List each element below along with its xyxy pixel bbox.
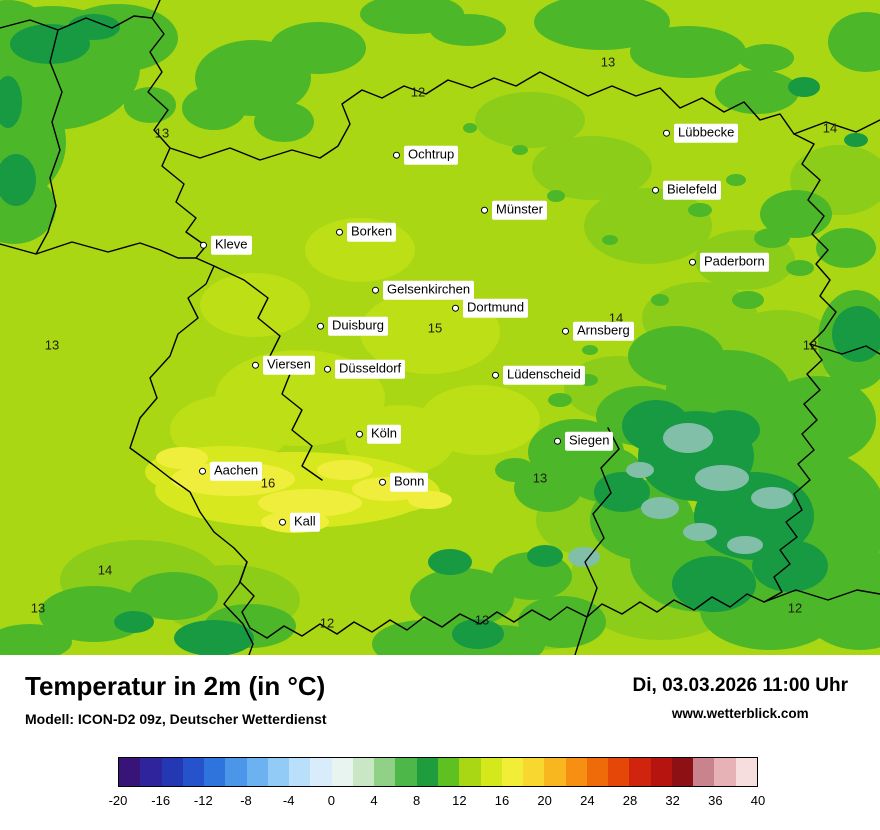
temperature-legend: -20 -16 -12 -8 -4 0 4 8 12 16 20 24 28 32 36 40	[109, 757, 766, 809]
legend-color-segment	[459, 758, 481, 786]
legend-color-segment	[416, 758, 438, 786]
legend-tick-label: 24	[580, 793, 595, 808]
map-footer: Temperatur in 2m (in °C) Modell: ICON-D2…	[0, 655, 880, 830]
legend-color-segment	[437, 758, 460, 786]
temperature-map-svg	[0, 0, 880, 655]
legend-tick-label: 4	[370, 793, 378, 808]
legend-color-segment	[267, 758, 290, 786]
legend-tick-label: 8	[413, 793, 421, 808]
model-info: Modell: ICON-D2 09z, Deutscher Wetterdie…	[25, 711, 327, 727]
legend-tick-label: 16	[494, 793, 510, 808]
legend-tick-label: 36	[708, 793, 723, 808]
legend-color-segment	[395, 758, 417, 786]
legend-color-segment	[140, 758, 162, 786]
legend-tick-label: 12	[452, 793, 467, 808]
legend-tick-label: 0	[327, 793, 335, 808]
map-title: Temperatur in 2m (in °C)	[25, 671, 326, 701]
legend-color-segment	[161, 758, 183, 786]
legend-color-segment	[182, 758, 205, 786]
legend-color-segment	[310, 758, 332, 786]
legend-color-segment	[650, 758, 672, 786]
website-label: www.wetterblick.com	[671, 706, 809, 721]
legend-color-segment	[693, 758, 715, 786]
legend-color-segment	[374, 758, 396, 786]
legend-color-segment	[204, 758, 226, 786]
map-datetime: Di, 03.03.2026 11:00 Uhr	[632, 675, 848, 696]
legend-color-segment	[119, 758, 141, 786]
legend-tick-label: -20	[108, 793, 128, 808]
legend-color-segment	[735, 758, 757, 786]
legend-tick-labels: -20 -16 -12 -8 -4 0 4 8 12 16 20 24 28 32 36 40	[109, 793, 766, 809]
legend-color-segment	[225, 758, 247, 786]
legend-tick-label: 28	[622, 793, 638, 808]
legend-tick-label: 32	[665, 793, 680, 808]
legend-color-segment	[331, 758, 353, 786]
legend-color-segment	[289, 758, 311, 786]
legend-color-segment	[501, 758, 524, 786]
legend-color-segment	[246, 758, 268, 786]
legend-color-segment	[714, 758, 736, 786]
temperature-map: 13 12 13 14 15 14 13 12 13 16 14 13 12 13 12 Ochtrup Lü…	[0, 0, 880, 655]
footer-right-block: Di, 03.03.2026 11:00 Uhr www.wetterblick…	[633, 675, 848, 721]
legend-color-segment	[565, 758, 587, 786]
legend-color-segment	[586, 758, 609, 786]
legend-color-segment	[544, 758, 566, 786]
legend-tick-label: -12	[193, 793, 213, 808]
legend-tick-label: -4	[282, 793, 295, 808]
legend-color-segment	[608, 758, 630, 786]
legend-tick-label: -8	[240, 793, 252, 808]
legend-color-segment	[629, 758, 651, 786]
state-border-lines	[0, 0, 880, 655]
legend-color-segment	[671, 758, 694, 786]
legend-tick-label: 20	[537, 793, 552, 808]
legend-tick-label: 40	[750, 793, 766, 808]
legend-colorbar	[118, 757, 758, 787]
legend-color-segment	[523, 758, 545, 786]
temp-field-teal-patches	[568, 423, 793, 567]
legend-color-segment	[352, 758, 375, 786]
legend-tick-label: -16	[151, 793, 171, 808]
legend-color-segment	[480, 758, 502, 786]
